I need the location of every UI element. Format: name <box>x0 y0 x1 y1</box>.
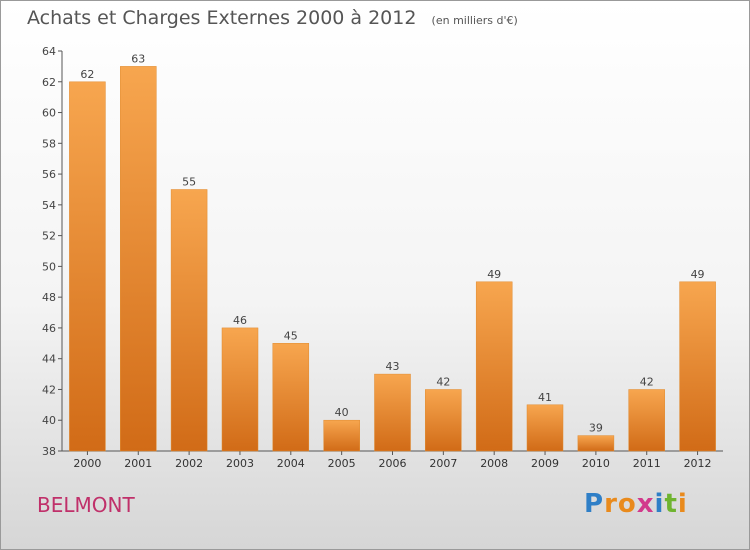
data-label: 62 <box>80 68 94 81</box>
y-tick-label: 62 <box>42 76 56 89</box>
data-label: 46 <box>233 314 247 327</box>
data-label: 63 <box>131 52 145 65</box>
y-tick-label: 64 <box>42 45 56 58</box>
logo-letter: i <box>677 489 688 519</box>
bar <box>69 81 106 452</box>
chart-subtitle: (en milliers d'€) <box>431 14 518 27</box>
x-tick-label: 2002 <box>175 457 203 470</box>
logo-letter: x <box>636 489 655 519</box>
y-tick-label: 40 <box>42 414 56 427</box>
bar <box>221 327 259 452</box>
data-label: 45 <box>284 329 298 342</box>
x-tick-label: 2009 <box>531 457 559 470</box>
proxiti-logo: Proxiti <box>584 489 688 519</box>
data-label: 42 <box>436 375 450 388</box>
bar <box>374 373 411 452</box>
bar <box>526 404 564 452</box>
bar <box>120 66 157 452</box>
x-tick-label: 2000 <box>73 457 101 470</box>
data-label: 41 <box>538 391 552 404</box>
logo-letter: r <box>604 489 618 519</box>
logo-letter: o <box>617 489 637 519</box>
y-tick-label: 54 <box>42 199 56 212</box>
data-label: 55 <box>182 175 196 188</box>
y-tick-label: 56 <box>42 168 56 181</box>
logo-letter: P <box>584 489 605 519</box>
data-label: 39 <box>589 422 603 435</box>
bar <box>170 189 208 452</box>
x-tick-label: 2012 <box>684 457 712 470</box>
x-tick-label: 2003 <box>226 457 254 470</box>
data-label: 49 <box>487 268 501 281</box>
x-tick-label: 2008 <box>480 457 508 470</box>
title-row: Achats et Charges Externes 2000 à 2012 (… <box>27 7 518 29</box>
bar <box>475 281 513 452</box>
bar <box>628 389 665 452</box>
bar <box>323 419 360 452</box>
data-label: 40 <box>335 406 349 419</box>
y-tick-label: 38 <box>42 445 56 458</box>
y-tick-label: 42 <box>42 383 56 396</box>
x-tick-label: 2011 <box>633 457 661 470</box>
x-tick-label: 2001 <box>124 457 152 470</box>
data-label: 42 <box>640 375 654 388</box>
x-tick-label: 2010 <box>582 457 610 470</box>
city-name: BELMONT <box>37 493 135 517</box>
logo-letter: i <box>654 489 665 519</box>
x-tick-label: 2006 <box>379 457 407 470</box>
bar <box>577 435 615 452</box>
y-tick-label: 48 <box>42 291 56 304</box>
y-tick-label: 44 <box>42 353 56 366</box>
logo-letter: t <box>664 489 678 519</box>
y-tick-label: 60 <box>42 107 56 120</box>
y-tick-label: 58 <box>42 137 56 150</box>
y-tick-label: 52 <box>42 230 56 243</box>
chart-title: Achats et Charges Externes 2000 à 2012 <box>27 7 417 29</box>
data-label: 49 <box>691 268 705 281</box>
y-tick-label: 46 <box>42 322 56 335</box>
x-tick-label: 2007 <box>429 457 457 470</box>
data-label: 43 <box>386 360 400 373</box>
x-tick-label: 2005 <box>328 457 356 470</box>
x-tick-label: 2004 <box>277 457 305 470</box>
bar <box>425 389 462 452</box>
bar <box>679 281 716 452</box>
bar <box>272 343 310 452</box>
y-tick-label: 50 <box>42 260 56 273</box>
